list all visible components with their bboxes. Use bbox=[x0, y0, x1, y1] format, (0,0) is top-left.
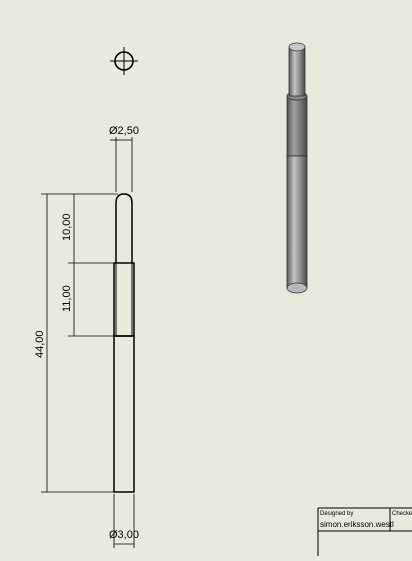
dimension-len-top-label: 10,00 bbox=[61, 213, 73, 241]
title-block bbox=[317, 507, 412, 556]
dimension-len-total-label: 44,00 bbox=[34, 330, 46, 358]
dimension-dia-bottom-label: Ø3,00 bbox=[109, 529, 139, 541]
top-view-symbol bbox=[110, 47, 138, 75]
dimension-len-mid bbox=[68, 263, 114, 337]
dimension-dia-top bbox=[110, 137, 133, 192]
dimension-len-top bbox=[68, 193, 118, 264]
pin-iso-view bbox=[286, 42, 308, 294]
dimension-len-total bbox=[41, 193, 114, 493]
pin-front-view bbox=[113, 193, 135, 493]
dimension-dia-bottom bbox=[113, 494, 135, 548]
dimension-len-mid-label: 11,00 bbox=[61, 285, 73, 312]
dimension-dia-top-label: Ø2,50 bbox=[109, 125, 139, 137]
checked-label: Checked bbox=[392, 511, 412, 517]
designed-by-label: Designed by bbox=[320, 511, 353, 517]
designed-by-value: simon.eriksson.westl bbox=[320, 520, 394, 529]
